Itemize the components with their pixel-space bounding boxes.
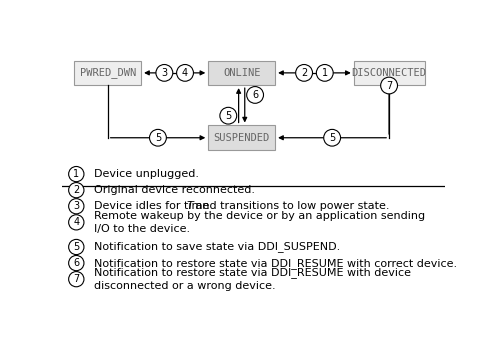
FancyBboxPatch shape [354,61,424,85]
Text: 5: 5 [225,111,231,121]
Text: 7: 7 [386,81,392,91]
Text: 6: 6 [73,258,80,268]
Text: Device unplugged.: Device unplugged. [94,169,199,179]
FancyBboxPatch shape [208,125,275,150]
Text: ONLINE: ONLINE [223,68,260,78]
Text: SUSPENDED: SUSPENDED [213,133,270,143]
Text: Notification to restore state via DDI_RESUME with device
disconnected or a wrong: Notification to restore state via DDI_RE… [94,267,412,291]
Text: and transitions to low power state.: and transitions to low power state. [193,201,390,211]
Text: DISCONNECTED: DISCONNECTED [352,68,427,78]
Ellipse shape [381,77,398,94]
FancyBboxPatch shape [74,61,141,85]
Ellipse shape [69,239,84,254]
Ellipse shape [150,129,166,146]
Ellipse shape [69,255,84,271]
Text: 3: 3 [162,68,167,78]
Text: 4: 4 [73,217,80,227]
Ellipse shape [324,129,340,146]
Ellipse shape [69,272,84,287]
Text: T: T [186,201,193,211]
Text: 2: 2 [301,68,307,78]
Text: 7: 7 [73,274,80,284]
Ellipse shape [296,64,313,81]
Text: 5: 5 [155,133,161,143]
Ellipse shape [316,64,333,81]
Text: Original device reconnected.: Original device reconnected. [94,185,255,195]
Ellipse shape [69,166,84,182]
Text: 1: 1 [322,68,328,78]
Ellipse shape [177,64,194,81]
Ellipse shape [247,87,263,103]
FancyBboxPatch shape [208,61,275,85]
Text: 5: 5 [329,133,335,143]
Ellipse shape [69,183,84,198]
Text: 5: 5 [73,242,80,252]
Text: 3: 3 [73,201,80,211]
Ellipse shape [69,215,84,230]
Ellipse shape [156,64,173,81]
Text: 2: 2 [73,185,80,195]
Text: 1: 1 [73,169,80,179]
Text: Notification to save state via DDI_SUSPEND.: Notification to save state via DDI_SUSPE… [94,242,340,252]
Text: PWRED_DWN: PWRED_DWN [80,67,136,78]
Text: 4: 4 [182,68,188,78]
Text: Remote wakeup by the device or by an application sending
I/O to the device.: Remote wakeup by the device or by an app… [94,211,425,234]
Ellipse shape [220,107,237,124]
Text: Device idles for time: Device idles for time [94,201,213,211]
Text: Notification to restore state via DDI_RESUME with correct device.: Notification to restore state via DDI_RE… [94,257,457,269]
Text: 6: 6 [252,90,258,100]
Ellipse shape [69,198,84,214]
